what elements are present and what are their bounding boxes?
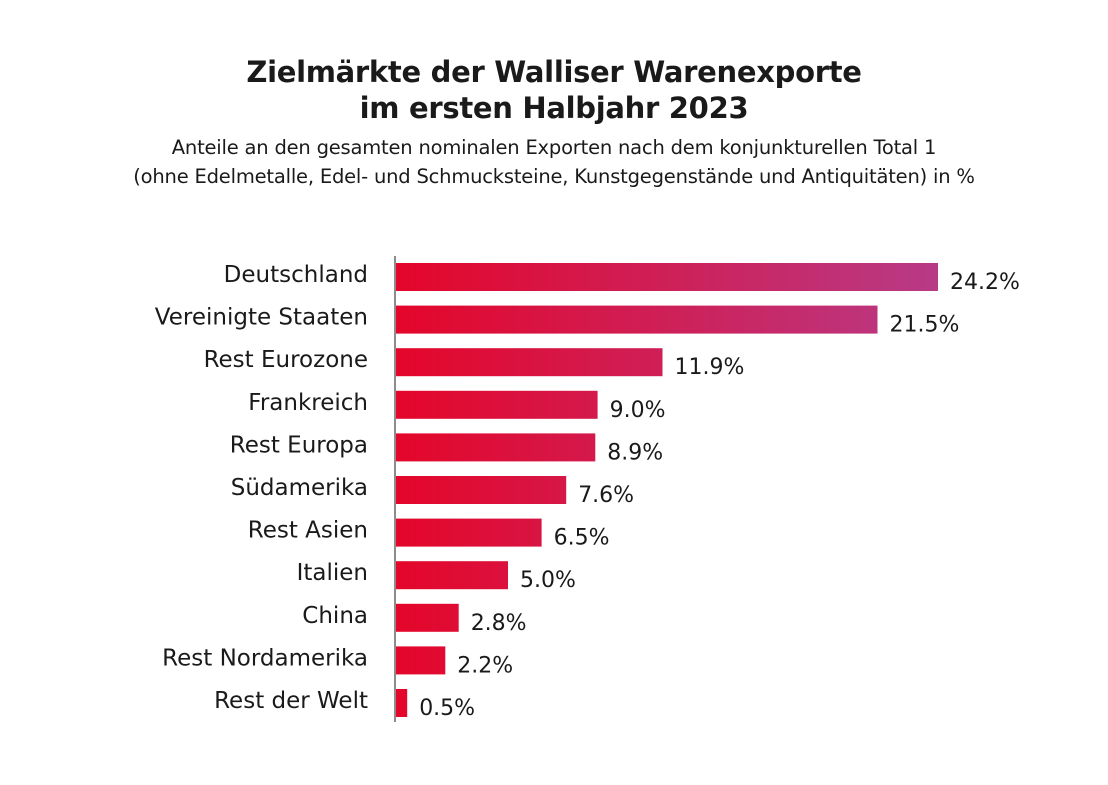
- chart-title-line-1: Zielmärkte der Walliser Warenexporte: [246, 55, 862, 89]
- bar-5: [396, 476, 567, 504]
- bar-9: [396, 646, 446, 675]
- chart-title-line-2: im ersten Halbjahr 2023: [359, 91, 749, 125]
- category-labels-group: Deutschland Vereinigte Staaten Rest Eurozo…: [155, 262, 368, 714]
- value-label-9: 2.2%: [457, 653, 513, 678]
- value-label-6: 6.5%: [554, 526, 610, 551]
- bar-3: [396, 390, 598, 419]
- bar-0: [396, 263, 938, 291]
- value-label-0: 24.2%: [950, 270, 1020, 295]
- category-label-10: Rest der Welt: [214, 688, 368, 714]
- chart-title: Zielmärkte der Walliser Warenexporte im …: [0, 54, 1108, 126]
- category-label-9: Rest Nordamerika: [162, 645, 368, 671]
- category-label-0: Deutschland: [224, 262, 368, 288]
- category-label-2: Rest Eurozone: [204, 347, 368, 373]
- bar-6: [396, 518, 542, 547]
- value-label-2: 11.9%: [675, 355, 745, 380]
- chart-subtitle: Anteile an den gesamten nominalen Export…: [0, 133, 1108, 191]
- bar-8: [396, 603, 459, 632]
- value-label-7: 5.0%: [520, 568, 576, 593]
- category-label-6: Rest Asien: [248, 518, 368, 544]
- value-label-3: 9.0%: [610, 398, 666, 423]
- category-label-7: Italien: [297, 560, 368, 586]
- bar-2: [396, 348, 663, 377]
- category-label-8: China: [302, 603, 368, 629]
- value-label-5: 7.6%: [578, 483, 634, 508]
- bar-7: [396, 561, 508, 590]
- bar-1: [396, 305, 878, 334]
- category-label-1: Vereinigte Staaten: [155, 305, 368, 331]
- value-label-4: 8.9%: [607, 440, 663, 465]
- category-label-4: Rest Europa: [230, 432, 368, 458]
- value-labels-group: 24.2% 21.5% 11.9% 9.0% 8.9% 7.6% 6.5% 5.0% 2.8% 2…: [419, 270, 1020, 721]
- value-label-8: 2.8%: [471, 611, 527, 636]
- value-label-1: 21.5%: [890, 313, 960, 338]
- chart-subtitle-line-1: Anteile an den gesamten nominalen Export…: [171, 136, 937, 159]
- bar-10: [396, 689, 408, 717]
- value-label-10: 0.5%: [419, 696, 475, 721]
- bar-4: [396, 433, 596, 462]
- category-label-5: Südamerika: [231, 475, 368, 501]
- bars-group: [396, 263, 938, 717]
- category-label-3: Frankreich: [248, 390, 368, 416]
- chart-subtitle-line-2: (ohne Edelmetalle, Edel- und Schmuckstei…: [133, 165, 975, 188]
